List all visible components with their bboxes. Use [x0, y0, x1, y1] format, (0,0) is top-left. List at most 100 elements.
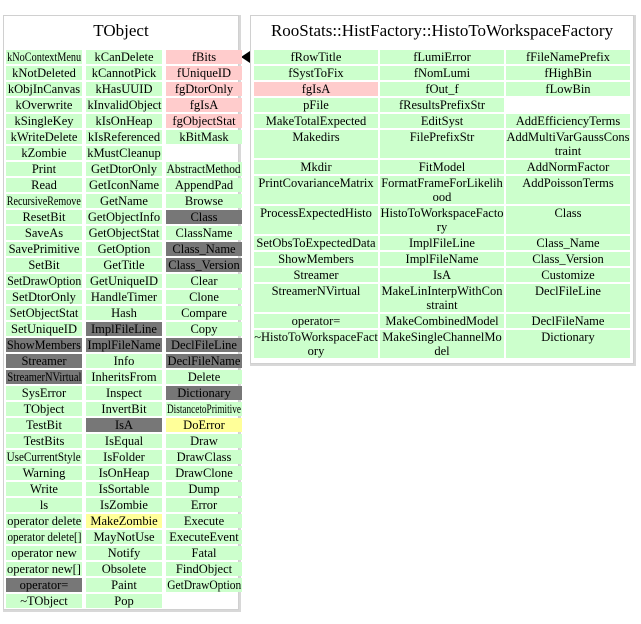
- member-cell[interactable]: IsFolder: [86, 450, 162, 464]
- member-cell[interactable]: Delete: [166, 370, 242, 384]
- member-cell[interactable]: Mkdir: [254, 160, 378, 174]
- member-cell[interactable]: Browse: [166, 194, 242, 208]
- member-cell[interactable]: kIsReferenced: [86, 130, 162, 144]
- member-cell[interactable]: Notify: [86, 546, 162, 560]
- member-cell[interactable]: IsOnHeap: [86, 466, 162, 480]
- member-cell[interactable]: ProcessExpectedHisto: [254, 206, 378, 234]
- member-cell[interactable]: Pop: [86, 594, 162, 608]
- member-cell[interactable]: IsZombie: [86, 498, 162, 512]
- member-cell[interactable]: AppendPad: [166, 178, 242, 192]
- member-cell[interactable]: MakeTotalExpected: [254, 114, 378, 128]
- member-cell[interactable]: MayNotUse: [86, 530, 162, 544]
- member-cell[interactable]: ImplFileLine: [380, 236, 504, 250]
- member-cell[interactable]: Fatal: [166, 546, 242, 560]
- member-cell[interactable]: Dump: [166, 482, 242, 496]
- member-cell[interactable]: Customize: [506, 268, 630, 282]
- member-cell[interactable]: StreamerNVirtual: [254, 284, 378, 312]
- member-cell[interactable]: operator=: [6, 578, 82, 592]
- member-cell[interactable]: kIsOnHeap: [86, 114, 162, 128]
- member-cell[interactable]: ls: [6, 498, 82, 512]
- member-cell[interactable]: GetName: [86, 194, 162, 208]
- member-cell[interactable]: Warning: [6, 466, 82, 480]
- member-cell[interactable]: kSingleKey: [6, 114, 82, 128]
- member-cell[interactable]: fgDtorOnly: [166, 82, 242, 96]
- member-cell[interactable]: kInvalidObject: [86, 98, 162, 112]
- member-cell[interactable]: Streamer: [254, 268, 378, 282]
- member-cell[interactable]: InheritsFrom: [86, 370, 162, 384]
- member-cell[interactable]: fgObjectStat: [166, 114, 242, 128]
- member-cell[interactable]: InvertBit: [86, 402, 162, 416]
- member-cell[interactable]: TestBit: [6, 418, 82, 432]
- member-cell[interactable]: EditSyst: [380, 114, 504, 128]
- member-cell[interactable]: operator new[]: [6, 562, 82, 576]
- member-cell[interactable]: Class_Name: [506, 236, 630, 250]
- member-cell[interactable]: SetDtorOnly: [6, 290, 82, 304]
- member-cell[interactable]: Streamer: [6, 354, 82, 368]
- member-cell[interactable]: ResetBit: [6, 210, 82, 224]
- member-cell[interactable]: SetDrawOption: [6, 274, 82, 288]
- member-cell[interactable]: ~TObject: [6, 594, 82, 608]
- member-cell[interactable]: GetObjectInfo: [86, 210, 162, 224]
- member-cell[interactable]: DrawClass: [166, 450, 242, 464]
- member-cell[interactable]: DeclFileName: [166, 354, 242, 368]
- member-cell[interactable]: kObjInCanvas: [6, 82, 82, 96]
- member-cell[interactable]: fNomLumi: [380, 66, 504, 80]
- member-cell[interactable]: HistoToWorkspaceFactory: [380, 206, 504, 234]
- member-cell[interactable]: UseCurrentStyle: [6, 450, 82, 464]
- member-cell[interactable]: IsA: [380, 268, 504, 282]
- member-cell[interactable]: AddMultiVarGaussConstraint: [506, 130, 630, 158]
- member-cell[interactable]: kCanDelete: [86, 50, 162, 64]
- member-cell[interactable]: SetBit: [6, 258, 82, 272]
- member-cell[interactable]: GetDtorOnly: [86, 162, 162, 176]
- member-cell[interactable]: AddPoissonTerms: [506, 176, 630, 204]
- member-cell[interactable]: Read: [6, 178, 82, 192]
- member-cell[interactable]: kBitMask: [166, 130, 242, 144]
- member-cell[interactable]: kNotDeleted: [6, 66, 82, 80]
- member-cell[interactable]: Write: [6, 482, 82, 496]
- member-cell[interactable]: TestBits: [6, 434, 82, 448]
- member-cell[interactable]: IsEqual: [86, 434, 162, 448]
- member-cell[interactable]: SaveAs: [6, 226, 82, 240]
- member-cell[interactable]: SysError: [6, 386, 82, 400]
- member-cell[interactable]: GetDrawOption: [166, 578, 242, 592]
- member-cell[interactable]: Obsolete: [86, 562, 162, 576]
- member-cell[interactable]: kHasUUID: [86, 82, 162, 96]
- member-cell[interactable]: Copy: [166, 322, 242, 336]
- member-cell[interactable]: Print: [6, 162, 82, 176]
- member-cell[interactable]: StreamerNVirtual: [6, 370, 82, 384]
- member-cell[interactable]: fFileNamePrefix: [506, 50, 630, 64]
- member-cell[interactable]: fSystToFix: [254, 66, 378, 80]
- member-cell[interactable]: pFile: [254, 98, 378, 112]
- member-cell[interactable]: Class: [506, 206, 630, 234]
- member-cell[interactable]: ImplFileName: [86, 338, 162, 352]
- member-cell[interactable]: GetIconName: [86, 178, 162, 192]
- member-cell[interactable]: AddNormFactor: [506, 160, 630, 174]
- member-cell[interactable]: operator new: [6, 546, 82, 560]
- member-cell[interactable]: IsA: [86, 418, 162, 432]
- member-cell[interactable]: DistancetoPrimitive: [166, 402, 242, 416]
- member-cell[interactable]: Info: [86, 354, 162, 368]
- member-cell[interactable]: Clear: [166, 274, 242, 288]
- member-cell[interactable]: GetTitle: [86, 258, 162, 272]
- member-cell[interactable]: fBits: [166, 50, 242, 64]
- member-cell[interactable]: Inspect: [86, 386, 162, 400]
- member-cell[interactable]: DoError: [166, 418, 242, 432]
- member-cell[interactable]: TObject: [6, 402, 82, 416]
- member-cell[interactable]: operator=: [254, 314, 378, 328]
- member-cell[interactable]: fLumiError: [380, 50, 504, 64]
- member-cell[interactable]: fgIsA: [166, 98, 242, 112]
- member-cell[interactable]: Class: [166, 210, 242, 224]
- member-cell[interactable]: FindObject: [166, 562, 242, 576]
- member-cell[interactable]: DeclFileName: [506, 314, 630, 328]
- member-cell[interactable]: Draw: [166, 434, 242, 448]
- member-cell[interactable]: ShowMembers: [254, 252, 378, 266]
- member-cell[interactable]: GetObjectStat: [86, 226, 162, 240]
- member-cell[interactable]: DeclFileLine: [506, 284, 630, 312]
- member-cell[interactable]: operator delete[]: [6, 530, 82, 544]
- member-cell[interactable]: MakeZombie: [86, 514, 162, 528]
- member-cell[interactable]: kCannotPick: [86, 66, 162, 80]
- member-cell[interactable]: HandleTimer: [86, 290, 162, 304]
- member-cell[interactable]: GetOption: [86, 242, 162, 256]
- member-cell[interactable]: fHighBin: [506, 66, 630, 80]
- member-cell[interactable]: Class_Version: [506, 252, 630, 266]
